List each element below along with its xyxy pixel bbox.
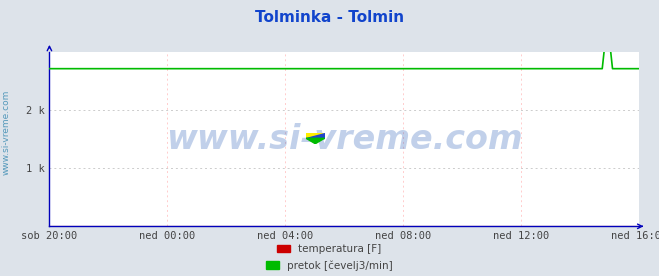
Text: www.si-vreme.com: www.si-vreme.com <box>166 123 523 156</box>
Text: www.si-vreme.com: www.si-vreme.com <box>2 90 11 175</box>
Legend: temperatura [F]: temperatura [F] <box>273 240 386 258</box>
Legend: pretok [čevelj3/min]: pretok [čevelj3/min] <box>262 256 397 275</box>
Text: Tolminka - Tolmin: Tolminka - Tolmin <box>255 10 404 25</box>
